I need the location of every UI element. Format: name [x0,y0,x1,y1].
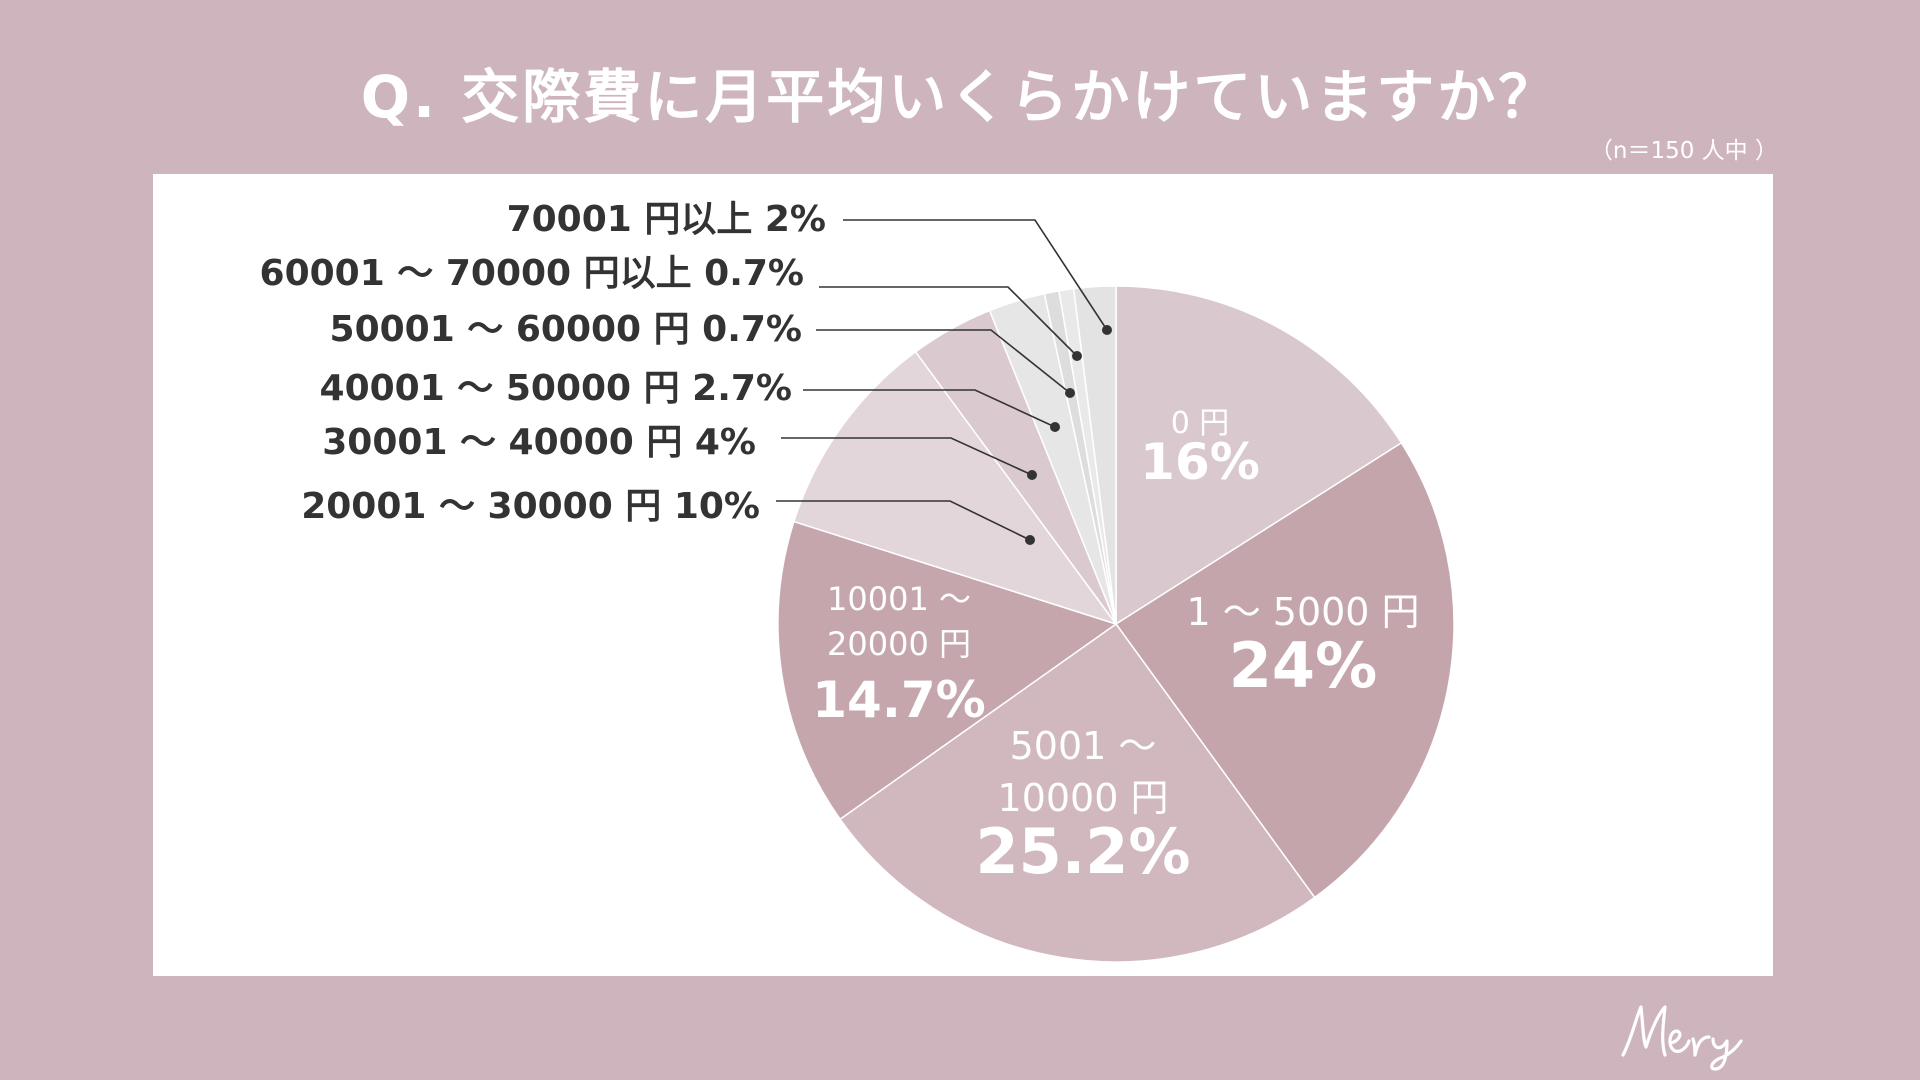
slice-outside-label: 40001 ～ 50000 円 2.7% [320,368,792,409]
chart-panel: 0 円 16% 1 ～ 5000 円 24% 5001 ～ 10000 円 25.2% 100… [153,174,1773,976]
pie-chart: 0 円16% 1 ～ 5000 円24% 5001 ～ 10000 円25.2% 100… [260,199,1455,963]
slice-percent-label: 25.2% [975,815,1190,888]
slice-outside-label: 60001 ～ 70000 円以上 0.7% [260,253,804,294]
brand-logo-mark [1621,1005,1743,1071]
slice-category-label: 10000 円 [998,776,1169,820]
slice-category-label: 5001 ～ [1010,724,1157,768]
leader-dot [1102,325,1112,335]
pie-slice [1072,285,1117,625]
leader-line [803,389,1056,428]
pie-labels: 0 円16% 1 ～ 5000 円24% 5001 ～ 10000 円25.2% 100… [260,199,1420,888]
leader-line [776,500,1031,541]
slice-outside-label: 20001 ～ 30000 円 10% [301,486,760,527]
leader-line [843,219,1108,331]
leader-line [819,286,1078,357]
slice-outside-label: 70001 円以上 2% [507,199,826,240]
leader-line [816,329,1071,394]
pie-slices [777,285,1455,963]
leader-dot [1050,422,1060,432]
leader-dot [1065,388,1075,398]
slice-percent-label: 14.7% [812,671,985,729]
leader-line [781,437,1033,476]
slice-percent-label: 24% [1229,629,1377,702]
slice-category-label: 1 ～ 5000 円 [1186,590,1419,634]
slice-outside-label: 50001 ～ 60000 円 0.7% [330,309,802,350]
slice-category-label: 10001 ～ [827,580,971,618]
brand-logo [1621,1005,1743,1071]
sample-size-note: （n＝150 人中 ） [1589,138,1778,164]
leader-dot [1027,470,1037,480]
pie-slice [839,622,1316,963]
pie-slice [1115,285,1403,626]
pie-slice [777,520,1118,821]
leader-dot [1072,351,1082,361]
slice-category-label: 0 円 [1171,406,1230,441]
pie-slice [792,350,1118,626]
slice-category-label: 20000 円 [827,625,971,663]
chart-title: Q. 交際費に月平均いくらかけていますか？ [360,63,1560,131]
leader-dot [1025,535,1035,545]
slice-percent-label: 16% [1140,433,1260,491]
slice-outside-label: 30001 ～ 40000 円 4% [322,422,756,463]
pie-slice [1114,441,1455,899]
